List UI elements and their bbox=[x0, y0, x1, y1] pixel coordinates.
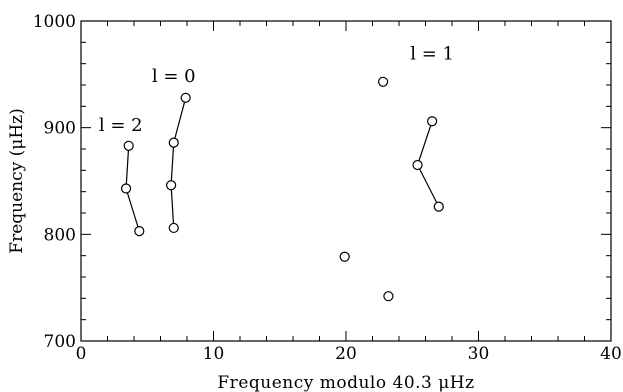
y-tick-label: 800 bbox=[44, 225, 76, 245]
data-point bbox=[412, 159, 423, 171]
data-point bbox=[378, 76, 389, 87]
series-annotation: l = 1 bbox=[410, 43, 454, 64]
data-point bbox=[180, 92, 191, 103]
x-tick-label: 40 bbox=[600, 344, 622, 364]
y-axis-label: Frequency (μHz) bbox=[7, 108, 27, 253]
data-point bbox=[383, 291, 394, 302]
data-point bbox=[427, 116, 438, 127]
chart-marks bbox=[120, 76, 444, 302]
series-annotation: l = 2 bbox=[99, 115, 143, 136]
data-point bbox=[134, 226, 145, 237]
data-point bbox=[166, 180, 177, 191]
x-tick-label: 0 bbox=[76, 344, 87, 364]
data-point bbox=[339, 251, 350, 262]
axis-ticks: 0 10 20 30 40 700 800 900 1000 bbox=[33, 12, 622, 364]
series-annotation: l = 0 bbox=[152, 66, 196, 87]
x-tick-label: 20 bbox=[335, 344, 357, 364]
x-axis-label: Frequency modulo 40.3 μHz bbox=[217, 373, 474, 392]
y-tick-label: 700 bbox=[44, 332, 76, 352]
y-tick-label: 1000 bbox=[33, 12, 76, 32]
data-point bbox=[168, 137, 179, 148]
x-tick-label: 30 bbox=[468, 344, 490, 364]
chart-annotations: l = 2 l = 0 l = 1 bbox=[99, 43, 454, 135]
data-point bbox=[120, 183, 132, 194]
series-line bbox=[170, 97, 187, 228]
data-point bbox=[123, 140, 134, 151]
y-tick-label: 900 bbox=[44, 119, 76, 139]
x-tick-label: 10 bbox=[203, 344, 225, 364]
data-point bbox=[433, 201, 444, 212]
data-point bbox=[168, 222, 179, 234]
